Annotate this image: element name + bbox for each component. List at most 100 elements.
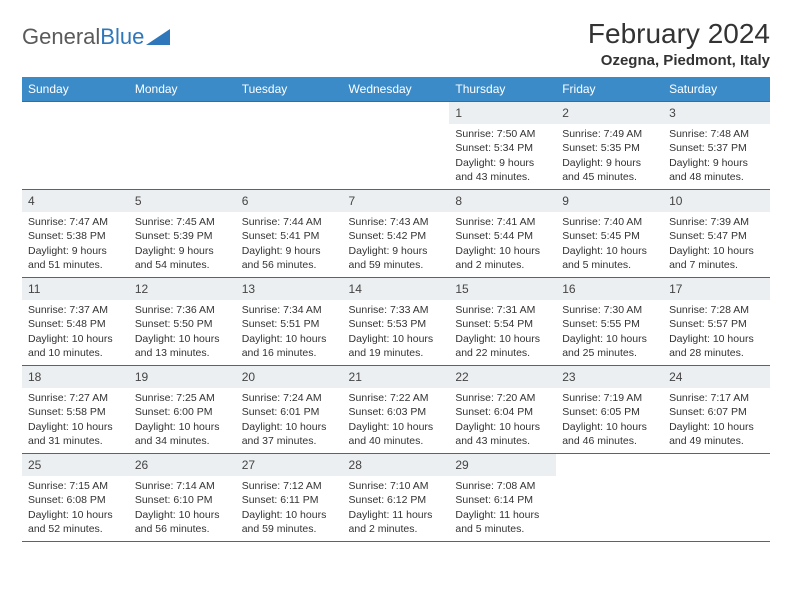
day-details: Sunrise: 7:19 AMSunset: 6:05 PMDaylight:… (556, 388, 663, 452)
day-number: 6 (236, 190, 343, 212)
day-number: 1 (449, 102, 556, 124)
calendar-day-cell: 9Sunrise: 7:40 AMSunset: 5:45 PMDaylight… (556, 190, 663, 278)
daylight-text: Daylight: 10 hours (349, 420, 444, 434)
weekday-header: Thursday (449, 77, 556, 102)
daylight-text: and 7 minutes. (669, 258, 764, 272)
sunrise-text: Sunrise: 7:14 AM (135, 479, 230, 493)
daylight-text: and 5 minutes. (455, 522, 550, 536)
daylight-text: and 56 minutes. (135, 522, 230, 536)
day-number: 12 (129, 278, 236, 300)
daylight-text: and 31 minutes. (28, 434, 123, 448)
day-details: Sunrise: 7:50 AMSunset: 5:34 PMDaylight:… (449, 124, 556, 188)
calendar-week-row: ........1Sunrise: 7:50 AMSunset: 5:34 PM… (22, 102, 770, 190)
calendar-day-cell: 21Sunrise: 7:22 AMSunset: 6:03 PMDayligh… (343, 366, 450, 454)
daylight-text: and 34 minutes. (135, 434, 230, 448)
daylight-text: and 52 minutes. (28, 522, 123, 536)
calendar-day-cell: 27Sunrise: 7:12 AMSunset: 6:11 PMDayligh… (236, 454, 343, 542)
calendar-day-cell: 4Sunrise: 7:47 AMSunset: 5:38 PMDaylight… (22, 190, 129, 278)
daylight-text: Daylight: 10 hours (242, 420, 337, 434)
daylight-text: and 37 minutes. (242, 434, 337, 448)
calendar-day-cell: 29Sunrise: 7:08 AMSunset: 6:14 PMDayligh… (449, 454, 556, 542)
daylight-text: and 2 minutes. (349, 522, 444, 536)
sunrise-text: Sunrise: 7:25 AM (135, 391, 230, 405)
daylight-text: Daylight: 10 hours (669, 332, 764, 346)
daylight-text: Daylight: 9 hours (242, 244, 337, 258)
daylight-text: Daylight: 10 hours (135, 420, 230, 434)
sunset-text: Sunset: 6:14 PM (455, 493, 550, 507)
sunrise-text: Sunrise: 7:24 AM (242, 391, 337, 405)
calendar-day-cell: 28Sunrise: 7:10 AMSunset: 6:12 PMDayligh… (343, 454, 450, 542)
sunrise-text: Sunrise: 7:30 AM (562, 303, 657, 317)
daylight-text: Daylight: 9 hours (135, 244, 230, 258)
sunrise-text: Sunrise: 7:15 AM (28, 479, 123, 493)
day-details: Sunrise: 7:10 AMSunset: 6:12 PMDaylight:… (343, 476, 450, 540)
daylight-text: and 40 minutes. (349, 434, 444, 448)
day-details: Sunrise: 7:36 AMSunset: 5:50 PMDaylight:… (129, 300, 236, 364)
day-number: 10 (663, 190, 770, 212)
calendar-week-row: 25Sunrise: 7:15 AMSunset: 6:08 PMDayligh… (22, 454, 770, 542)
sunset-text: Sunset: 5:45 PM (562, 229, 657, 243)
day-details: Sunrise: 7:48 AMSunset: 5:37 PMDaylight:… (663, 124, 770, 188)
page-header: GeneralBlue February 2024 Ozegna, Piedmo… (22, 18, 770, 69)
daylight-text: and 25 minutes. (562, 346, 657, 360)
calendar-day-cell: 11Sunrise: 7:37 AMSunset: 5:48 PMDayligh… (22, 278, 129, 366)
sunset-text: Sunset: 5:51 PM (242, 317, 337, 331)
day-details: Sunrise: 7:30 AMSunset: 5:55 PMDaylight:… (556, 300, 663, 364)
daylight-text: Daylight: 11 hours (455, 508, 550, 522)
calendar-day-cell: 14Sunrise: 7:33 AMSunset: 5:53 PMDayligh… (343, 278, 450, 366)
daylight-text: and 43 minutes. (455, 170, 550, 184)
day-details: Sunrise: 7:12 AMSunset: 6:11 PMDaylight:… (236, 476, 343, 540)
sunset-text: Sunset: 6:07 PM (669, 405, 764, 419)
calendar-day-cell: 6Sunrise: 7:44 AMSunset: 5:41 PMDaylight… (236, 190, 343, 278)
day-details: Sunrise: 7:47 AMSunset: 5:38 PMDaylight:… (22, 212, 129, 276)
day-details: Sunrise: 7:15 AMSunset: 6:08 PMDaylight:… (22, 476, 129, 540)
daylight-text: Daylight: 10 hours (455, 244, 550, 258)
daylight-text: Daylight: 10 hours (28, 508, 123, 522)
day-number: 20 (236, 366, 343, 388)
calendar-day-cell: .. (556, 454, 663, 542)
daylight-text: Daylight: 10 hours (28, 420, 123, 434)
sunrise-text: Sunrise: 7:31 AM (455, 303, 550, 317)
daylight-text: and 43 minutes. (455, 434, 550, 448)
daylight-text: Daylight: 9 hours (349, 244, 444, 258)
daylight-text: Daylight: 9 hours (455, 156, 550, 170)
calendar-day-cell: 3Sunrise: 7:48 AMSunset: 5:37 PMDaylight… (663, 102, 770, 190)
calendar-day-cell: .. (22, 102, 129, 190)
sunrise-text: Sunrise: 7:22 AM (349, 391, 444, 405)
daylight-text: and 2 minutes. (455, 258, 550, 272)
daylight-text: Daylight: 10 hours (349, 332, 444, 346)
calendar-day-cell: 24Sunrise: 7:17 AMSunset: 6:07 PMDayligh… (663, 366, 770, 454)
day-number: 8 (449, 190, 556, 212)
calendar-day-cell: .. (129, 102, 236, 190)
title-block: February 2024 Ozegna, Piedmont, Italy (588, 18, 770, 69)
sunset-text: Sunset: 5:58 PM (28, 405, 123, 419)
sunrise-text: Sunrise: 7:45 AM (135, 215, 230, 229)
sunset-text: Sunset: 5:39 PM (135, 229, 230, 243)
sunset-text: Sunset: 5:55 PM (562, 317, 657, 331)
daylight-text: and 59 minutes. (242, 522, 337, 536)
sunrise-text: Sunrise: 7:27 AM (28, 391, 123, 405)
daylight-text: and 22 minutes. (455, 346, 550, 360)
weekday-header: Wednesday (343, 77, 450, 102)
daylight-text: Daylight: 10 hours (242, 332, 337, 346)
sunrise-text: Sunrise: 7:43 AM (349, 215, 444, 229)
daylight-text: Daylight: 10 hours (455, 420, 550, 434)
sunrise-text: Sunrise: 7:40 AM (562, 215, 657, 229)
sunrise-text: Sunrise: 7:28 AM (669, 303, 764, 317)
day-details: Sunrise: 7:27 AMSunset: 5:58 PMDaylight:… (22, 388, 129, 452)
day-details: Sunrise: 7:33 AMSunset: 5:53 PMDaylight:… (343, 300, 450, 364)
day-details: Sunrise: 7:41 AMSunset: 5:44 PMDaylight:… (449, 212, 556, 276)
calendar-day-cell: 23Sunrise: 7:19 AMSunset: 6:05 PMDayligh… (556, 366, 663, 454)
calendar-body: ........1Sunrise: 7:50 AMSunset: 5:34 PM… (22, 102, 770, 542)
daylight-text: and 59 minutes. (349, 258, 444, 272)
day-number: 4 (22, 190, 129, 212)
daylight-text: and 49 minutes. (669, 434, 764, 448)
daylight-text: Daylight: 10 hours (669, 420, 764, 434)
sunrise-text: Sunrise: 7:44 AM (242, 215, 337, 229)
day-details: Sunrise: 7:20 AMSunset: 6:04 PMDaylight:… (449, 388, 556, 452)
daylight-text: and 19 minutes. (349, 346, 444, 360)
daylight-text: and 5 minutes. (562, 258, 657, 272)
day-number: 3 (663, 102, 770, 124)
calendar-page: GeneralBlue February 2024 Ozegna, Piedmo… (0, 0, 792, 542)
calendar-table: Sunday Monday Tuesday Wednesday Thursday… (22, 77, 770, 542)
